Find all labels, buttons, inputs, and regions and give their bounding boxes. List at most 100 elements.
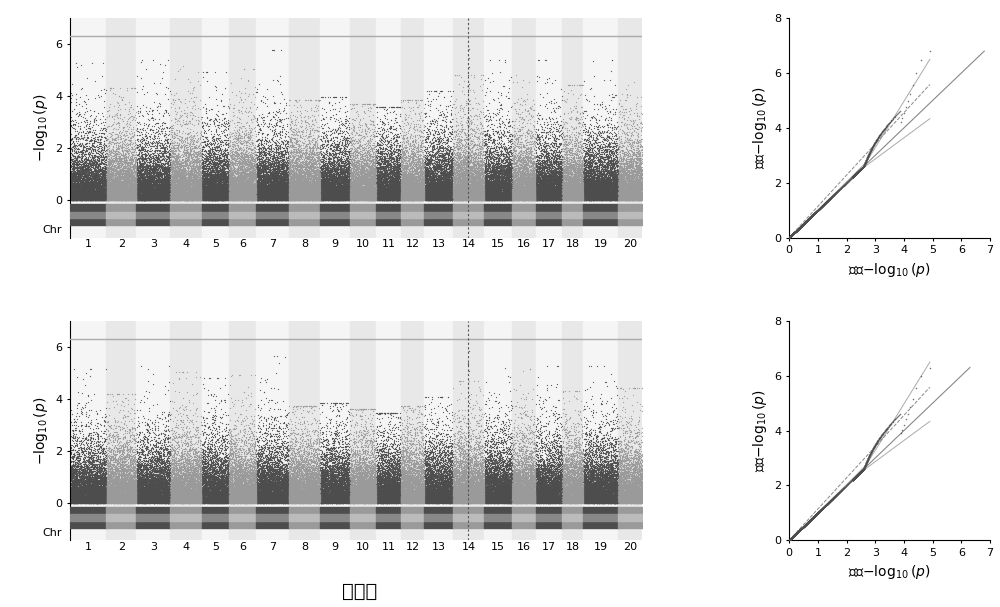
Point xyxy=(235,487,251,497)
Point xyxy=(461,452,477,461)
Point xyxy=(422,154,438,163)
Point xyxy=(785,532,801,542)
Point xyxy=(482,445,498,455)
Point xyxy=(89,429,105,438)
Point xyxy=(170,495,186,504)
Point xyxy=(257,192,273,202)
Point xyxy=(133,493,149,503)
Point xyxy=(120,472,136,482)
Point xyxy=(583,493,599,503)
Point xyxy=(351,186,367,196)
Point xyxy=(523,485,539,495)
Point xyxy=(225,486,241,495)
Point xyxy=(473,193,489,203)
Point xyxy=(267,171,283,181)
Point xyxy=(110,487,126,497)
Point xyxy=(298,472,314,482)
Point xyxy=(156,192,172,202)
Point xyxy=(442,175,458,185)
Point xyxy=(75,485,91,495)
Point xyxy=(460,464,476,474)
Point xyxy=(492,424,508,433)
Point xyxy=(627,489,643,499)
Point xyxy=(270,488,286,498)
Point xyxy=(295,470,311,480)
Point xyxy=(430,162,446,172)
Point xyxy=(377,493,393,503)
Point xyxy=(493,186,509,195)
Point xyxy=(343,456,359,466)
Point xyxy=(77,188,93,197)
Point xyxy=(163,194,179,204)
Point xyxy=(467,157,483,166)
Point xyxy=(193,473,209,483)
Point xyxy=(320,482,336,492)
Point xyxy=(163,446,179,455)
Point xyxy=(402,193,418,203)
Point xyxy=(187,474,203,484)
Point xyxy=(237,186,253,196)
Point xyxy=(616,488,632,498)
Point xyxy=(187,482,203,492)
Point xyxy=(497,497,513,506)
Point xyxy=(416,178,432,188)
Point xyxy=(143,183,159,192)
Point xyxy=(602,491,618,501)
Point xyxy=(367,176,383,186)
Point xyxy=(228,191,244,200)
Point xyxy=(614,171,630,180)
Point xyxy=(622,445,638,455)
Point xyxy=(294,156,310,166)
Point xyxy=(398,190,414,200)
Point xyxy=(132,166,148,176)
Point xyxy=(430,496,446,506)
Point xyxy=(597,487,613,497)
Point xyxy=(306,489,322,498)
Point xyxy=(547,495,563,504)
Point xyxy=(93,491,109,501)
Point xyxy=(489,129,505,138)
Point xyxy=(407,487,423,497)
Point xyxy=(284,195,300,205)
Point xyxy=(216,186,232,195)
Point xyxy=(97,487,113,497)
Point xyxy=(431,492,447,501)
Point xyxy=(85,171,101,181)
Point xyxy=(783,533,799,543)
Point xyxy=(110,173,126,183)
Point xyxy=(527,489,543,498)
Point xyxy=(211,195,227,205)
Point xyxy=(418,450,434,459)
Point xyxy=(618,191,634,201)
Point xyxy=(213,193,229,203)
Point xyxy=(282,112,298,122)
Point xyxy=(86,475,102,484)
Point xyxy=(282,498,298,507)
Point xyxy=(145,484,161,493)
Point xyxy=(549,189,565,199)
Point xyxy=(510,183,526,192)
Point xyxy=(207,450,223,460)
Point xyxy=(609,484,625,494)
Point xyxy=(793,222,809,231)
Point xyxy=(241,182,257,192)
Point xyxy=(579,483,595,493)
Point xyxy=(401,186,417,196)
Point xyxy=(422,485,438,495)
Point xyxy=(252,194,268,203)
Point xyxy=(362,498,378,507)
Point xyxy=(252,191,268,200)
Point xyxy=(281,456,297,466)
Point xyxy=(306,475,322,484)
Point xyxy=(398,498,414,507)
Point xyxy=(371,175,387,185)
Point xyxy=(397,493,413,503)
Point xyxy=(276,186,292,196)
Point xyxy=(448,495,464,505)
Point xyxy=(393,477,409,487)
Point xyxy=(321,195,337,205)
Point xyxy=(424,174,440,183)
Point xyxy=(127,497,143,506)
Point xyxy=(208,186,224,196)
Point xyxy=(498,489,514,499)
